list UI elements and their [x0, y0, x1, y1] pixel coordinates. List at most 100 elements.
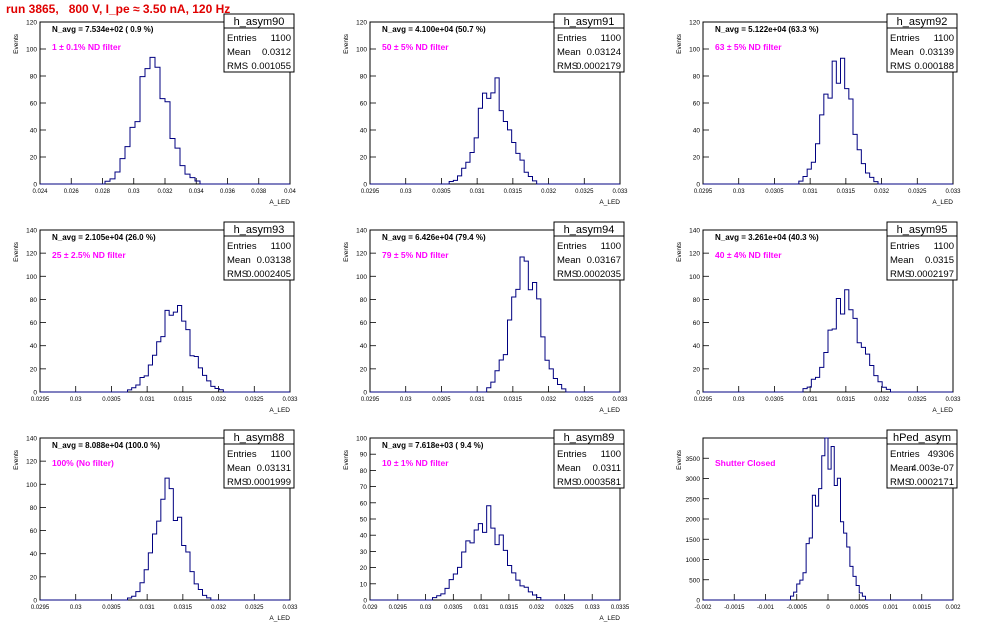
navg-label: N_avg = 7.618e+03 ( 9.4 %) [382, 441, 484, 450]
stats-label: RMS [227, 477, 248, 488]
x-tick-label: 0.03 [128, 189, 140, 195]
navg-label: N_avg = 7.534e+02 ( 0.9 %) [52, 25, 154, 34]
stats-label: Mean [557, 255, 581, 266]
x-tick-label: 0.032 [541, 397, 557, 403]
stats-label: Mean [557, 463, 581, 474]
x-tick-label: 0.0315 [500, 605, 519, 611]
x-tick-label: 0.038 [251, 189, 267, 195]
stats-value: 0.0311 [593, 463, 621, 474]
y-tick-label: 50 [360, 517, 368, 524]
x-tick-label: 0.002 [945, 605, 961, 611]
histogram-line [40, 304, 290, 393]
panel-h_asym94: 0 20 40 60 80 100 120 140 Events 0.0295 0.03 0.0305… [343, 221, 628, 414]
stats-box [886, 429, 958, 489]
x-tick-label: 0.026 [64, 189, 80, 195]
x-tick-label: 0.03 [70, 397, 82, 403]
x-axis-label: A_LED [599, 615, 620, 622]
x-tick-label: 0.031 [474, 605, 490, 611]
x-axis-label: A_LED [932, 199, 953, 206]
x-tick-label: 0.0325 [575, 189, 594, 195]
x-tick-label: 0.0325 [555, 605, 574, 611]
plot-frame [369, 229, 621, 393]
histogram-name: h_asym92 [897, 16, 948, 28]
stats-value: 0.0001999 [246, 477, 291, 488]
panel-h_asym90: 0 20 40 60 80 100 120 Events 0.024 0.026 0.028 0.03… [13, 13, 296, 206]
y-tick-label: 100 [356, 47, 367, 54]
stats-box [886, 221, 958, 281]
x-tick-label: 0.028 [95, 189, 111, 195]
x-tick-label: 0.031 [470, 189, 486, 195]
x-tick-label: 0.0295 [389, 605, 408, 611]
y-tick-label: 40 [360, 533, 368, 540]
y-tick-label: 0 [696, 598, 700, 605]
y-tick-label: 120 [26, 20, 37, 27]
y-tick-label: 100 [689, 47, 700, 54]
y-tick-label: 120 [26, 251, 37, 258]
histogram-line [703, 57, 953, 185]
y-tick-label: 0 [696, 390, 700, 397]
panel-h_asym91: 0 20 40 60 80 100 120 Events 0.0295 0.03 0.0305 0.0… [343, 13, 628, 206]
y-tick-label: 20 [30, 155, 38, 162]
y-tick-label: 60 [30, 101, 38, 108]
stats-value: 0.001055 [251, 61, 291, 72]
y-tick-label: 100 [356, 436, 367, 443]
histogram-line [40, 56, 290, 185]
stats-label: RMS [557, 477, 578, 488]
x-tick-label: -0.001 [757, 605, 775, 611]
stats-label: RMS [890, 61, 911, 72]
stats-value: 0.0002035 [576, 269, 621, 280]
x-tick-label: 0.031 [470, 397, 486, 403]
stats-box [553, 429, 625, 489]
histogram-line [703, 437, 953, 601]
stats-label: Entries [227, 449, 257, 460]
x-tick-label: 0.033 [282, 397, 298, 403]
plot-frame [702, 229, 954, 393]
navg-label: N_avg = 2.105e+04 (26.0 %) [52, 233, 156, 242]
histogram-line [370, 505, 620, 601]
histogram-name: h_asym93 [234, 224, 285, 236]
y-tick-label: 20 [360, 366, 368, 373]
stats-value: 0.0002197 [909, 269, 954, 280]
y-tick-label: 120 [356, 251, 367, 258]
navg-label: N_avg = 5.122e+04 (63.3 %) [715, 25, 819, 34]
x-axis-label: A_LED [932, 407, 953, 414]
y-tick-label: 80 [693, 74, 701, 81]
x-tick-label: 0.001 [883, 605, 899, 611]
stats-box [223, 429, 295, 489]
x-tick-label: 0.0335 [611, 605, 630, 611]
y-axis-label: Events [343, 33, 350, 54]
x-tick-label: 0.0295 [31, 605, 50, 611]
y-tick-label: 40 [693, 343, 701, 350]
x-tick-label: 0.0315 [504, 189, 523, 195]
y-tick-label: 80 [360, 297, 368, 304]
y-tick-label: 80 [30, 297, 38, 304]
histogram-line [40, 477, 290, 601]
y-tick-label: 100 [689, 274, 700, 281]
x-tick-label: 0.032 [874, 189, 890, 195]
filter-note: 25 ± 2.5% ND filter [52, 250, 126, 260]
filter-note: 79 ± 5% ND filter [382, 250, 449, 260]
y-tick-label: 80 [360, 468, 368, 475]
x-tick-label: 0.0325 [908, 189, 927, 195]
x-tick-label: 0.0315 [504, 397, 523, 403]
y-tick-label: 100 [26, 482, 37, 489]
stats-value: 0.0312 [262, 47, 291, 58]
stats-label: Entries [557, 449, 587, 460]
x-tick-label: 0.033 [612, 189, 628, 195]
stats-value: 1100 [271, 33, 291, 44]
y-tick-label: 40 [30, 343, 38, 350]
y-tick-label: 40 [693, 128, 701, 135]
x-tick-label: 0.0305 [765, 397, 784, 403]
y-tick-label: 0 [363, 598, 367, 605]
x-tick-label: 0.0305 [444, 605, 463, 611]
stats-label: Entries [227, 241, 257, 252]
x-tick-label: 0.032 [211, 397, 227, 403]
x-axis-label: A_LED [599, 199, 620, 206]
y-axis-label: Events [13, 449, 20, 470]
x-tick-label: 0.031 [140, 605, 156, 611]
y-tick-label: 100 [26, 47, 37, 54]
x-axis-label: A_LED [269, 615, 290, 622]
stats-value: 1100 [271, 241, 291, 252]
histogram-name: h_asym94 [564, 224, 615, 236]
